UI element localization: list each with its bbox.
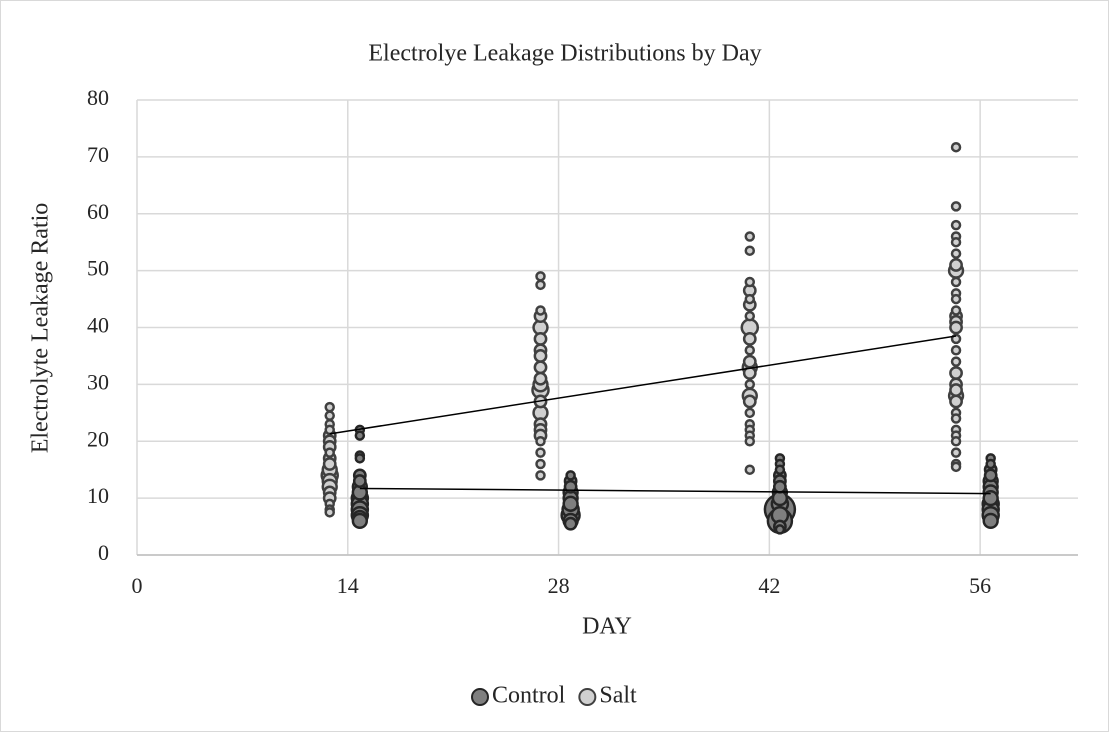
bubble xyxy=(354,453,366,464)
bubble xyxy=(983,468,998,483)
bubble xyxy=(562,495,579,512)
legend-label: Salt xyxy=(599,683,637,709)
bubble xyxy=(985,458,996,470)
bubble xyxy=(742,394,757,409)
bubble xyxy=(744,310,756,322)
bubble xyxy=(563,516,578,531)
bubble xyxy=(742,366,757,380)
bubble xyxy=(533,371,548,386)
bubble xyxy=(950,293,962,305)
bubble xyxy=(744,245,756,256)
bubble xyxy=(535,447,546,458)
y-tick-label: 10 xyxy=(87,483,109,508)
bubble xyxy=(950,201,962,212)
bubble xyxy=(322,457,337,471)
bubble xyxy=(950,436,962,447)
x-axis-label: DAY xyxy=(582,614,632,640)
x-tick-label: 0 xyxy=(132,573,143,598)
bubble xyxy=(535,436,546,447)
bubble xyxy=(950,248,962,259)
bubble xyxy=(949,394,963,409)
y-tick-label: 60 xyxy=(87,199,109,224)
bubble xyxy=(324,410,335,421)
bubble xyxy=(533,349,548,363)
legend-marker xyxy=(471,688,489,706)
y-tick-label: 40 xyxy=(87,313,109,338)
y-tick-label: 70 xyxy=(87,142,109,167)
bubble xyxy=(950,447,962,458)
bubble xyxy=(535,470,546,481)
bubble xyxy=(352,474,367,488)
bubble xyxy=(950,305,962,316)
bubble xyxy=(744,345,756,356)
bubble xyxy=(949,366,963,380)
bubble xyxy=(742,354,757,369)
legend-label: Control xyxy=(492,683,566,709)
bubble xyxy=(950,413,962,424)
bubble xyxy=(744,464,756,475)
bubble xyxy=(950,141,962,153)
y-tick-label: 0 xyxy=(98,540,109,565)
bubble xyxy=(950,461,962,473)
y-tick-label: 20 xyxy=(87,426,109,451)
bubble xyxy=(772,479,787,494)
x-tick-label: 28 xyxy=(548,573,570,598)
bubble xyxy=(744,407,756,419)
y-tick-label: 30 xyxy=(87,369,109,394)
bubble xyxy=(535,279,546,291)
bubble xyxy=(774,524,786,535)
bubble xyxy=(982,489,999,507)
x-tick-label: 56 xyxy=(969,573,991,598)
bubble xyxy=(535,305,546,316)
bubble xyxy=(949,320,963,335)
bubble xyxy=(982,512,999,530)
bubble xyxy=(535,458,546,470)
bubble xyxy=(533,331,548,346)
bubble xyxy=(950,276,962,288)
bubble xyxy=(533,360,548,375)
bubble xyxy=(354,430,366,441)
bubble xyxy=(324,401,335,413)
trendline xyxy=(329,335,957,435)
legend-marker xyxy=(578,688,597,706)
bubble xyxy=(950,345,962,356)
bubble xyxy=(744,276,756,288)
bubble xyxy=(950,236,962,248)
bubble xyxy=(324,424,335,436)
bubble xyxy=(744,231,756,242)
bubble xyxy=(324,507,335,518)
bubble xyxy=(742,331,757,346)
chart-title: Electrolye Leakage Distributions by Day xyxy=(368,41,761,67)
bubble xyxy=(744,293,756,305)
bubble xyxy=(950,219,962,231)
bubble xyxy=(744,379,756,390)
trendline xyxy=(359,487,991,495)
y-tick-label: 50 xyxy=(87,256,109,281)
bubble xyxy=(565,470,576,481)
bubble xyxy=(535,271,546,282)
bubble xyxy=(949,383,963,397)
bubble xyxy=(324,447,335,458)
bubble xyxy=(774,464,786,475)
y-tick-label: 80 xyxy=(87,85,109,110)
bubble xyxy=(949,258,963,272)
x-tick-label: 42 xyxy=(758,573,780,598)
bubble xyxy=(744,436,756,447)
bubble xyxy=(950,356,962,367)
x-tick-label: 14 xyxy=(337,573,359,598)
y-axis-label: Electrolyte Leakage Ratio xyxy=(28,203,54,454)
bubble xyxy=(351,512,369,530)
